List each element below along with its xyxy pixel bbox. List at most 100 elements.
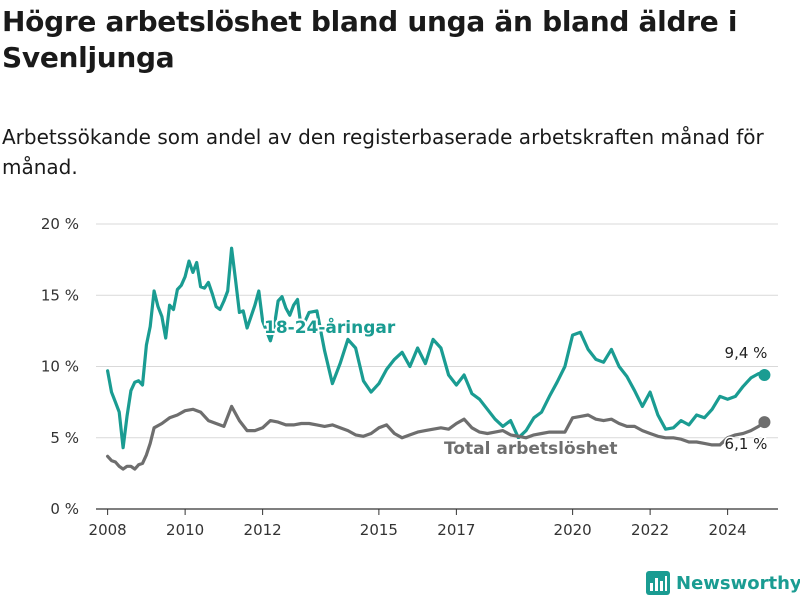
total-data-point: [230, 405, 233, 408]
x-tick-label: 2010: [166, 521, 204, 539]
total-data-point: [308, 422, 310, 425]
youth-data-point: [157, 305, 159, 308]
total-data-point: [409, 434, 411, 436]
youth-data-point: [153, 290, 155, 292]
youth-data-point: [184, 275, 186, 278]
total-end-value-label: 6,1 %: [725, 435, 768, 453]
total-data-point: [633, 425, 636, 428]
youth-data-point: [509, 419, 512, 422]
youth-data-point: [296, 298, 299, 301]
total-data-point: [207, 419, 210, 422]
youth-data-point: [308, 311, 310, 314]
total-data-point: [114, 461, 117, 463]
youth-data-point: [288, 314, 291, 317]
youth-data-point: [168, 304, 171, 307]
youth-data-point: [455, 384, 458, 386]
total-data-point: [548, 431, 551, 433]
total-data-point: [525, 436, 527, 439]
total-data-point: [168, 417, 171, 419]
youth-data-point: [130, 389, 132, 392]
youth-data-point: [176, 288, 179, 291]
youth-data-point: [246, 327, 248, 329]
total-data-point: [726, 436, 729, 439]
youth-data-point: [133, 381, 136, 383]
youth-data-point: [548, 395, 551, 398]
total-data-point: [261, 426, 264, 429]
youth-data-point: [486, 408, 489, 411]
youth-data-point: [149, 325, 152, 328]
youth-data-point: [223, 300, 225, 302]
youth-data-point: [525, 429, 527, 432]
youth-data-point: [378, 382, 380, 385]
total-data-point: [757, 425, 760, 428]
total-series-line-group: [105, 404, 771, 471]
youth-data-point: [370, 391, 372, 393]
total-data-point: [118, 465, 121, 468]
youth-data-point: [695, 414, 698, 416]
youth-data-point: [440, 347, 442, 349]
youth-data-point: [230, 247, 233, 250]
youth-data-point: [277, 300, 279, 302]
total-data-point: [618, 422, 620, 425]
youth-data-point: [664, 428, 667, 431]
youth-data-point: [207, 281, 210, 284]
youth-data-point: [734, 395, 737, 398]
total-data-point: [509, 434, 512, 436]
youth-data-point: [602, 361, 605, 364]
youth-data-point: [726, 398, 729, 401]
youth-data-point: [719, 395, 721, 398]
youth-data-point: [556, 381, 558, 383]
total-data-point: [657, 435, 659, 438]
youth-data-point: [385, 368, 388, 371]
youth-data-point: [316, 310, 318, 312]
total-data-point: [277, 421, 279, 423]
total-data-point: [126, 465, 128, 468]
total-data-point: [564, 431, 566, 433]
total-data-point: [649, 432, 651, 435]
total-data-point: [130, 465, 132, 468]
youth-data-point: [424, 362, 427, 365]
total-data-point: [323, 425, 326, 428]
youth-data-point: [265, 330, 268, 332]
total-data-point: [502, 429, 504, 432]
total-data-point: [680, 438, 682, 440]
youth-data-point: [199, 285, 202, 288]
total-data-point: [579, 415, 582, 418]
total-data-point: [215, 422, 217, 425]
youth-data-point: [261, 320, 264, 322]
youth-data-point: [579, 331, 582, 334]
youth-data-point: [254, 304, 256, 307]
youth-data-point: [750, 377, 752, 379]
youth-data-point: [680, 419, 682, 422]
youth-data-point: [172, 308, 175, 311]
youth-data-point: [234, 278, 237, 281]
youth-data-point: [409, 365, 411, 368]
youth-data-point: [141, 384, 144, 386]
total-data-point: [331, 424, 334, 426]
youth-data-point: [219, 308, 221, 311]
y-tick-label: 0 %: [50, 500, 79, 518]
total-data-point: [719, 444, 721, 446]
youth-data-point: [571, 334, 574, 336]
youth-data-point: [447, 374, 450, 376]
youth-data-point: [533, 417, 535, 419]
chart-title: Högre arbetslöshet bland unga än bland ä…: [2, 5, 738, 74]
total-data-point: [339, 426, 341, 429]
youth-data-point: [502, 425, 504, 428]
youth-data-point: [211, 293, 214, 295]
x-tick-label: 2008: [89, 521, 127, 539]
total-series-label: Total arbetslöshet: [444, 439, 618, 459]
youth-data-point: [137, 379, 140, 382]
youth-data-point: [393, 358, 396, 361]
total-data-point: [370, 432, 372, 435]
total-data-point: [122, 468, 124, 470]
youth-data-point: [203, 287, 206, 289]
total-data-point: [734, 434, 737, 436]
youth-data-point: [618, 365, 620, 368]
total-data-point: [602, 419, 605, 422]
total-data-point: [540, 432, 543, 435]
x-tick-label: 2012: [244, 521, 282, 539]
total-data-point: [145, 454, 148, 456]
youth-data-point: [273, 325, 276, 328]
total-data-point: [316, 424, 318, 426]
